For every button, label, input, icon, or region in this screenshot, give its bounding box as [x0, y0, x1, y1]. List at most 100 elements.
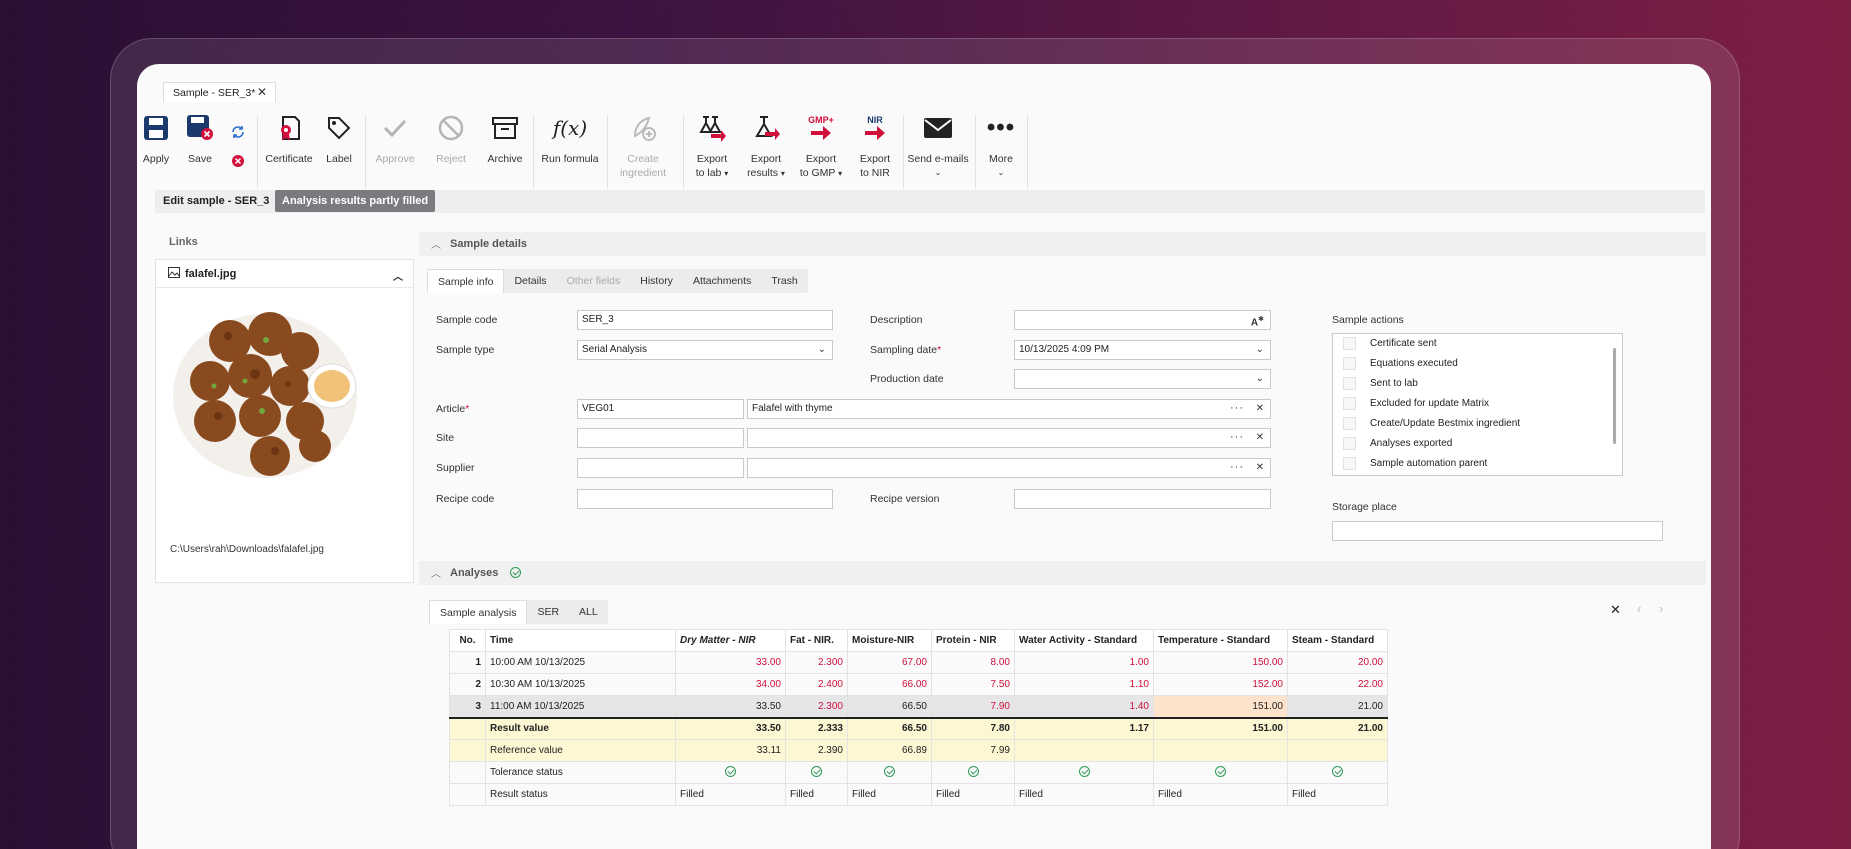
label-button[interactable]: Label	[321, 108, 357, 166]
chevron-up-icon[interactable]: ︿	[393, 272, 403, 283]
cell-value[interactable]: 22.00	[1287, 673, 1388, 696]
article-name-field[interactable]: Falafel with thyme ··· ✕	[747, 399, 1271, 419]
save-button[interactable]: Save	[185, 108, 215, 166]
chevron-right-icon[interactable]: ›	[1659, 601, 1664, 616]
tab-other-fields[interactable]: Other fields	[566, 275, 621, 287]
column-header[interactable]: Protein - NIR	[931, 629, 1015, 652]
translate-icon[interactable]: A✱	[1250, 316, 1264, 329]
ellipsis-icon[interactable]: ···	[1230, 431, 1244, 443]
table-row[interactable]: 2 10:30 AM 10/13/2025 34.00 2.400 66.00 …	[449, 673, 1388, 696]
export-to-lab-button[interactable]: Export to lab ▾	[691, 108, 733, 181]
cell-value[interactable]: 67.00	[847, 651, 932, 674]
chevron-up-icon[interactable]: ︿	[431, 569, 441, 580]
list-item[interactable]: Create/Update Bestmix ingredient	[1343, 415, 1520, 432]
clear-icon[interactable]: ✕	[1255, 432, 1264, 443]
tab-details[interactable]: Details	[514, 275, 547, 287]
send-emails-button[interactable]: Send e-mails ⌄	[907, 108, 969, 180]
site-name-field[interactable]: ··· ✕	[747, 428, 1271, 448]
chevron-left-icon[interactable]: ‹	[1637, 601, 1642, 616]
tab-trash[interactable]: Trash	[771, 275, 798, 287]
column-header[interactable]: Time	[485, 629, 676, 652]
checkbox[interactable]	[1343, 337, 1356, 350]
checkbox[interactable]	[1343, 457, 1356, 470]
list-item[interactable]: Certificate sent	[1343, 335, 1437, 352]
ellipsis-icon[interactable]: ···	[1230, 402, 1244, 414]
archive-button[interactable]: Archive	[485, 108, 525, 166]
cell-value[interactable]: 2.400	[785, 673, 848, 696]
chevron-up-icon[interactable]: ︿	[431, 240, 441, 251]
checkbox[interactable]	[1343, 357, 1356, 370]
export-to-gmp-button[interactable]: GMP+ Export to GMP ▾	[798, 108, 844, 181]
document-tab[interactable]: Sample - SER_3* ✕	[163, 82, 276, 102]
column-header[interactable]: Temperature - Standard	[1153, 629, 1288, 652]
cell-value[interactable]: 33.00	[675, 651, 786, 674]
cell-value[interactable]: 21.00	[1287, 695, 1388, 718]
list-item[interactable]: Sample automation parent	[1343, 455, 1487, 472]
column-header[interactable]: Moisture-NIR	[847, 629, 932, 652]
storage-place-field[interactable]	[1332, 521, 1663, 541]
table-row-selected[interactable]: 3 11:00 AM 10/13/2025 33.50 2.300 66.50 …	[449, 695, 1388, 718]
more-button[interactable]: ••• More ⌄	[981, 108, 1021, 180]
cell-value[interactable]: 151.00	[1153, 695, 1288, 718]
tab-history[interactable]: History	[640, 275, 673, 287]
create-ingredient-button[interactable]: Create ingredient	[613, 108, 673, 180]
export-to-nir-button[interactable]: NIR Export to NIR	[855, 108, 895, 180]
recipe-version-field[interactable]	[1014, 489, 1271, 509]
cell-value[interactable]: 20.00	[1287, 651, 1388, 674]
analyses-header[interactable]: ︿ Analyses	[419, 561, 1706, 585]
description-field[interactable]: A✱	[1014, 310, 1271, 330]
cell-value[interactable]: 7.90	[931, 695, 1015, 718]
production-date-field[interactable]: ⌄	[1014, 369, 1271, 389]
column-header[interactable]: Steam - Standard	[1287, 629, 1388, 652]
discard-button[interactable]	[230, 154, 246, 172]
checkbox[interactable]	[1343, 437, 1356, 450]
tab-ser[interactable]: SER	[537, 606, 560, 618]
cell-value[interactable]: 2.300	[785, 695, 848, 718]
list-item[interactable]: Excluded for update Matrix	[1343, 395, 1489, 412]
cell-value[interactable]: 33.50	[675, 695, 786, 718]
checkbox[interactable]	[1343, 377, 1356, 390]
cell-value[interactable]: 8.00	[931, 651, 1015, 674]
ellipsis-icon[interactable]: ···	[1230, 461, 1244, 473]
cell-value[interactable]: 1.40	[1014, 695, 1154, 718]
recipe-code-field[interactable]	[577, 489, 833, 509]
cell-value[interactable]: 152.00	[1153, 673, 1288, 696]
column-header[interactable]: Water Activity - Standard	[1014, 629, 1154, 652]
table-row[interactable]: 1 10:00 AM 10/13/2025 33.00 2.300 67.00 …	[449, 651, 1388, 674]
list-item[interactable]: Analyses exported	[1343, 435, 1452, 452]
cell-value[interactable]: 1.10	[1014, 673, 1154, 696]
article-code-field[interactable]: VEG01	[577, 399, 744, 419]
supplier-code-field[interactable]	[577, 458, 744, 478]
close-icon[interactable]: ✕	[1610, 602, 1621, 617]
cell-value[interactable]: 150.00	[1153, 651, 1288, 674]
sample-code-field[interactable]: SER_3	[577, 310, 833, 330]
tab-all[interactable]: ALL	[579, 606, 598, 618]
cell-value[interactable]: 66.50	[847, 695, 932, 718]
row-time[interactable]: 10:30 AM 10/13/2025	[485, 673, 676, 696]
export-results-button[interactable]: Export results ▾	[745, 108, 787, 181]
column-header[interactable]: Fat - NIR.	[785, 629, 848, 652]
row-time[interactable]: 10:00 AM 10/13/2025	[485, 651, 676, 674]
column-header[interactable]: Dry Matter - NIR	[675, 629, 786, 652]
apply-button[interactable]: Apply	[141, 108, 171, 166]
tab-sample-analysis[interactable]: Sample analysis	[429, 600, 528, 624]
approve-button[interactable]: Approve	[373, 108, 417, 166]
sample-type-select[interactable]: Serial Analysis ⌄	[577, 340, 833, 360]
cell-value[interactable]: 2.300	[785, 651, 848, 674]
sample-details-header[interactable]: ︿ Sample details	[419, 232, 1706, 256]
tab-sample-info[interactable]: Sample info	[427, 269, 505, 293]
site-code-field[interactable]	[577, 428, 744, 448]
checkbox[interactable]	[1343, 417, 1356, 430]
clear-icon[interactable]: ✕	[1255, 462, 1264, 473]
row-time[interactable]: 11:00 AM 10/13/2025	[485, 695, 676, 718]
certificate-button[interactable]: Certificate	[265, 108, 313, 166]
checkbox[interactable]	[1343, 397, 1356, 410]
tab-attachments[interactable]: Attachments	[692, 275, 752, 287]
cell-value[interactable]: 7.50	[931, 673, 1015, 696]
close-icon[interactable]: ✕	[256, 85, 267, 99]
reject-button[interactable]: Reject	[431, 108, 471, 166]
sampling-date-field[interactable]: 10/13/2025 4:09 PM ⌄	[1014, 340, 1271, 360]
cell-value[interactable]: 1.00	[1014, 651, 1154, 674]
list-item[interactable]: Sent to lab	[1343, 375, 1418, 392]
cell-value[interactable]: 34.00	[675, 673, 786, 696]
